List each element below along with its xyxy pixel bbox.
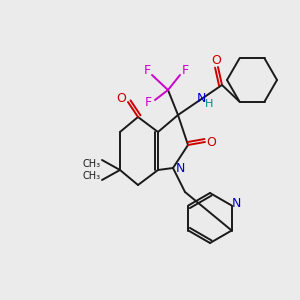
Text: F: F: [144, 95, 152, 109]
Text: H: H: [205, 99, 213, 109]
Text: O: O: [206, 136, 216, 148]
Text: F: F: [143, 64, 151, 77]
Text: O: O: [116, 92, 126, 106]
Text: CH₃: CH₃: [83, 159, 101, 169]
Text: F: F: [182, 64, 189, 77]
Text: N: N: [196, 92, 206, 104]
Text: O: O: [211, 53, 221, 67]
Text: CH₃: CH₃: [83, 171, 101, 181]
Text: N: N: [175, 163, 185, 176]
Text: N: N: [232, 197, 241, 210]
